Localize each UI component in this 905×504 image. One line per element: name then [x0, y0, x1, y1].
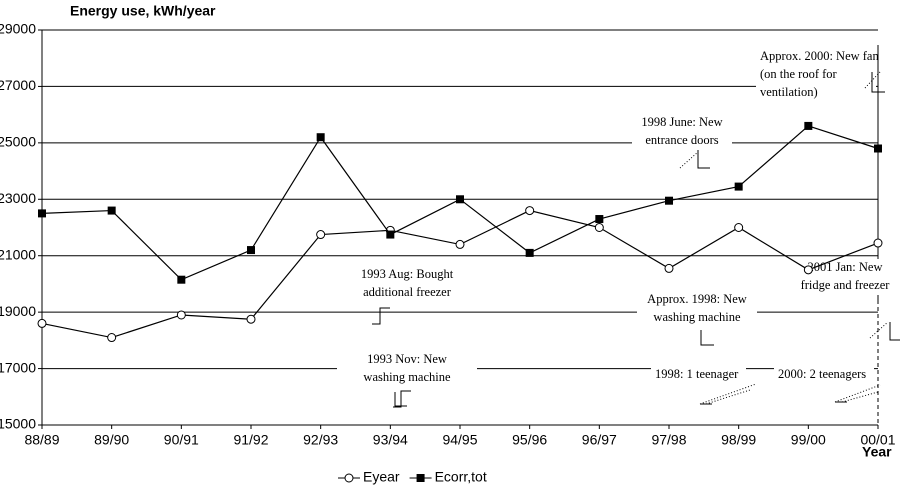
annotation: fridge and freezer [801, 278, 891, 292]
x-tick-label: 92/93 [303, 432, 338, 448]
annotation-bg [337, 351, 477, 387]
dotted-line [679, 151, 699, 169]
x-tick-label: 91/92 [233, 432, 268, 448]
y-axis-label: Energy use, kWh/year [70, 3, 216, 19]
y-tick-label: 29000 [0, 21, 36, 37]
y-tick-label: 15000 [0, 416, 36, 432]
marker [386, 230, 395, 239]
marker [734, 182, 743, 191]
marker [456, 195, 464, 204]
marker [595, 215, 604, 224]
y-tick-label: 17000 [0, 359, 36, 375]
annotation: washing machine [363, 370, 451, 384]
legend-marker [416, 474, 425, 482]
annotation: additional freezer [363, 285, 452, 299]
y-tick-label: 25000 [0, 134, 36, 150]
annotation: 1998 June: New [641, 115, 722, 129]
dotted-line [864, 71, 881, 89]
legend-label: Eyear [363, 469, 400, 485]
step [889, 322, 900, 341]
annotation: 1993 Nov: New [367, 352, 447, 366]
x-tick-label: 96/97 [582, 432, 617, 448]
y-tick-label: 21000 [0, 246, 36, 262]
annotation: 1993 Aug: Bought [361, 267, 454, 281]
legend-label: Ecorr,tot [435, 469, 487, 485]
step [700, 330, 714, 346]
annotation: entrance doors [645, 133, 718, 147]
x-tick-label: 00/01 [860, 432, 895, 448]
dotted-line [869, 321, 889, 339]
annotation-bg [756, 48, 876, 102]
marker [734, 223, 744, 232]
marker [176, 310, 186, 320]
marker [804, 121, 813, 130]
x-tick-label: 89/90 [94, 432, 129, 448]
x-tick-label: 93/94 [373, 432, 408, 448]
annotation: Approx. 2000: New fan [760, 49, 879, 63]
x-axis-label: Year [862, 444, 892, 460]
y-tick-label: 27000 [0, 77, 36, 93]
marker [37, 318, 47, 328]
step [372, 307, 390, 325]
marker [246, 314, 256, 324]
annotation: 1998: 1 teenager [655, 367, 739, 381]
annotation-bg [651, 366, 746, 384]
dotted-line [834, 384, 881, 403]
x-tick-label: 90/91 [164, 432, 199, 448]
marker [525, 206, 535, 216]
annotation: 2001 Jan: New [808, 260, 883, 274]
annotation-bg [632, 114, 732, 150]
x-tick-label: 98/99 [721, 432, 756, 448]
annotation: washing machine [653, 310, 741, 324]
marker [594, 223, 604, 232]
step [871, 72, 885, 93]
annotation-bg [774, 366, 874, 384]
marker [525, 248, 534, 257]
annotation-bg [792, 259, 898, 295]
annotation: ventilation) [760, 85, 818, 99]
marker [803, 265, 813, 275]
marker [455, 239, 465, 249]
step-down [393, 390, 411, 408]
annotation-bg [637, 291, 757, 327]
marker [107, 333, 117, 343]
y-tick-label: 23000 [0, 190, 36, 206]
marker [107, 206, 116, 215]
marker [247, 246, 255, 255]
legend-marker [344, 473, 354, 483]
marker [873, 238, 883, 248]
marker [316, 230, 326, 240]
x-tick-label: 94/95 [442, 432, 477, 448]
marker [664, 263, 674, 273]
dotted-line [705, 389, 751, 405]
marker [665, 196, 673, 205]
dotted-line [841, 391, 879, 403]
marker [316, 133, 325, 142]
x-tick-label: 95/96 [512, 432, 547, 448]
annotation: 2000: 2 teenagers [778, 367, 866, 381]
x-tick-label: 88/89 [24, 432, 59, 448]
dotted-line [699, 383, 757, 405]
annotation-bg [332, 266, 482, 302]
step [394, 392, 407, 407]
annotation: (on the roof for [760, 67, 838, 81]
y-tick-label: 19000 [0, 303, 36, 319]
annotation: Approx. 1998: New [647, 292, 747, 306]
step [697, 150, 710, 169]
marker [874, 144, 882, 153]
x-tick-label: 99/00 [791, 432, 826, 448]
marker [177, 275, 186, 284]
x-tick-label: 97/98 [651, 432, 686, 448]
marker [38, 209, 46, 218]
